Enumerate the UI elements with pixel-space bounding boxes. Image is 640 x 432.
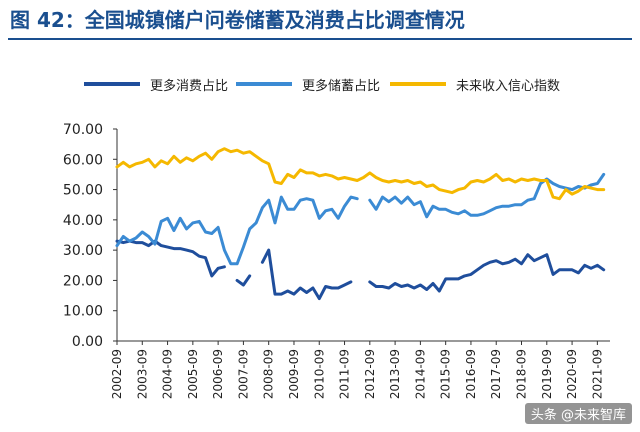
y-tick-label: 50.00 [63, 183, 103, 199]
title-underline [8, 38, 632, 40]
legend-swatch-income-confidence [390, 82, 446, 86]
legend-swatch-savings [236, 82, 292, 86]
x-tick-label: 2015-09 [439, 349, 453, 399]
series-line-consumption [115, 239, 226, 278]
legend-item-income-confidence: 未来收入信心指数 [390, 72, 560, 96]
x-tick-label: 2018-09 [515, 349, 529, 399]
series-line-savings [115, 195, 359, 266]
y-tick-label: 0.00 [72, 334, 103, 350]
legend-item-consumption: 更多消费占比 [84, 72, 228, 96]
y-tick-label: 40.00 [63, 213, 103, 229]
y-tick-label: 60.00 [63, 152, 103, 168]
x-tick-label: 2014-09 [413, 349, 427, 399]
x-tick-label: 2002-09 [110, 349, 124, 399]
legend-swatch-consumption [84, 82, 140, 86]
x-tick-label: 2005-09 [186, 349, 200, 399]
y-tick-label: 20.00 [63, 273, 103, 289]
x-tick-label: 2009-09 [287, 349, 301, 399]
x-tick-label: 2007-09 [236, 349, 250, 399]
x-tick-label: 2011-09 [338, 349, 352, 399]
x-tick-label: 2013-09 [388, 349, 402, 399]
legend-item-savings: 更多储蓄占比 [236, 72, 380, 96]
series-line-savings [368, 172, 606, 219]
x-tick-label: 2012-09 [363, 349, 377, 399]
y-tick-label: 30.00 [63, 243, 103, 259]
series-line-income-confidence [115, 147, 606, 201]
series-line-consumption [260, 248, 353, 301]
series-line-consumption [368, 253, 606, 293]
x-tick-label: 2003-09 [135, 349, 149, 399]
x-tick-label: 2010-09 [312, 349, 326, 399]
legend-label-savings: 更多储蓄占比 [302, 78, 381, 94]
y-tick-label: 10.00 [63, 304, 103, 320]
x-tick-label: 2006-09 [211, 349, 225, 399]
chart-legend: 更多消费占比 更多储蓄占比 未来收入信心指数 [0, 72, 640, 96]
x-tick-label: 2016-09 [464, 349, 478, 399]
y-tick-label: 70.00 [63, 122, 103, 138]
x-tick-label: 2008-09 [262, 349, 276, 399]
x-tick-label: 2021-09 [590, 349, 604, 399]
legend-label-income-confidence: 未来收入信心指数 [456, 78, 561, 94]
watermark: 头条 @未来智库 [524, 403, 632, 424]
x-tick-label: 2004-09 [161, 349, 175, 399]
series-line-consumption [235, 274, 252, 287]
legend-label-consumption: 更多消费占比 [150, 78, 229, 94]
page-title: 图 42：全国城镇储户问卷储蓄及消费占比调查情况 [10, 8, 465, 32]
x-tick-label: 2020-09 [565, 349, 579, 399]
x-tick-label: 2017-09 [489, 349, 503, 399]
x-tick-label: 2019-09 [540, 349, 554, 399]
